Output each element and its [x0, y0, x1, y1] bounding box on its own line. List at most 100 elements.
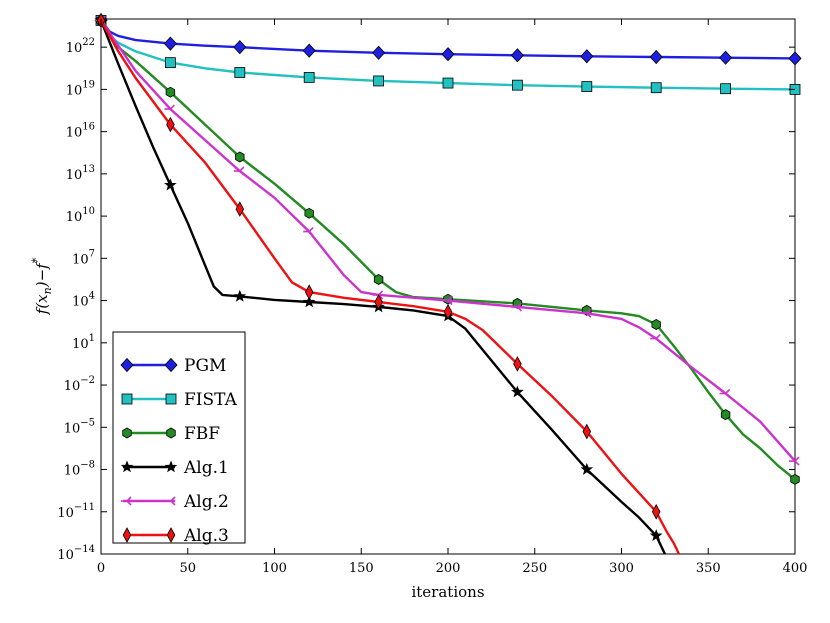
axes-layer: 0 50 100 150 200 250 300 350 400 10−14 10−11 10−8 10… — [57, 19, 807, 576]
data-point-alg-1 — [511, 385, 524, 398]
data-point-fista — [234, 67, 246, 78]
data-point-alg-2 — [303, 227, 314, 237]
data-point-fista — [442, 77, 454, 89]
data-point-pgm — [510, 48, 524, 63]
data-point-alg-3 — [513, 356, 522, 372]
legend-marker — [120, 460, 134, 473]
y-tick-label: 10−8 — [64, 460, 95, 479]
data-point-pgm — [372, 45, 386, 60]
legend-entry-alg-1: Alg.1 — [120, 458, 229, 478]
data-point-alg-3 — [582, 423, 592, 440]
data-point-alg-3 — [651, 503, 661, 520]
data-point-alg-2 — [164, 104, 175, 114]
x-axis-label: iterations — [411, 583, 484, 601]
series-alg-2 — [95, 15, 800, 466]
legend-marker — [120, 357, 134, 373]
data-point-alg-2 — [442, 296, 453, 306]
y-tick-label: 10−2 — [64, 375, 95, 394]
legend-marker — [166, 427, 176, 439]
data-point-alg-1 — [164, 178, 177, 191]
data-point-alg-3 — [443, 304, 453, 320]
legend-label: FISTA — [184, 390, 238, 410]
data-point-alg-1 — [649, 529, 663, 542]
series-line-alg-2 — [100, 19, 796, 462]
legend-marker — [121, 496, 132, 506]
legend-marker — [165, 393, 177, 405]
legend-marker — [165, 496, 176, 506]
data-point-alg-1 — [302, 295, 316, 308]
y-tick-label: 10−11 — [57, 502, 95, 521]
data-point-alg-2 — [511, 302, 522, 312]
legend-marker — [121, 393, 133, 405]
legend-marker — [164, 460, 178, 473]
data-point-alg-1 — [580, 462, 594, 475]
y-tick-label: 10−14 — [57, 544, 95, 563]
y-tick-label: 104 — [72, 291, 95, 310]
x-tick-label: 400 — [783, 561, 808, 576]
y-tick-label: 107 — [72, 248, 95, 267]
data-point-fbf — [165, 86, 176, 98]
data-point-pgm — [441, 47, 455, 62]
data-point-alg-2 — [719, 388, 731, 399]
data-point-pgm — [788, 51, 802, 66]
y-axis-label: f(xn)−f* — [30, 257, 54, 315]
data-point-fista — [373, 75, 385, 87]
legend-label: Alg.2 — [183, 492, 229, 512]
data-point-fista — [164, 57, 176, 69]
data-point-fista — [512, 79, 523, 91]
data-point-fbf — [720, 409, 731, 421]
y-tick-label: 1022 — [66, 37, 95, 56]
y-tick-label: 101 — [72, 333, 95, 352]
data-point-fbf — [373, 274, 384, 285]
legend-marker — [122, 427, 132, 439]
legend-entry-fbf: FBF — [122, 424, 220, 444]
data-point-fbf — [651, 319, 661, 330]
data-point-fbf — [790, 473, 800, 485]
y-tick-label: 1016 — [66, 122, 95, 141]
data-point-alg-3 — [235, 201, 245, 217]
data-point-alg-2 — [233, 166, 245, 176]
data-point-fbf — [304, 207, 314, 219]
x-tick-label: 200 — [436, 561, 461, 576]
legend: PGM FISTA FBF Alg.1 Alg.2 Alg.3 — [112, 331, 246, 546]
legend-entry-fista: FISTA — [121, 390, 238, 410]
data-point-fbf — [235, 151, 245, 163]
y-tick-label: 1013 — [66, 164, 95, 183]
legend-entry-alg-2: Alg.2 — [121, 492, 229, 512]
data-point-pgm — [649, 49, 663, 65]
legend-entry-pgm: PGM — [120, 356, 226, 376]
legend-marker — [164, 357, 178, 373]
x-tick-label: 50 — [179, 561, 196, 576]
data-point-fista — [720, 83, 731, 95]
data-point-alg-1 — [233, 289, 247, 302]
series-fista — [95, 15, 801, 95]
data-point-alg-2 — [650, 334, 661, 344]
y-tick-label: 1010 — [66, 206, 95, 225]
data-point-alg-3 — [374, 294, 383, 310]
legend-label: FBF — [184, 424, 220, 444]
x-tick-label: 150 — [349, 561, 374, 576]
series-layer — [94, 12, 802, 555]
data-point-pgm — [719, 50, 733, 65]
data-point-alg-3 — [304, 284, 314, 300]
legend-marker — [122, 527, 132, 543]
legend-box — [112, 331, 246, 544]
data-point-fista — [581, 81, 593, 92]
data-point-pgm — [580, 49, 594, 64]
data-point-pgm — [233, 40, 247, 55]
x-tick-label: 300 — [609, 561, 634, 576]
legend-marker — [166, 527, 176, 543]
data-point-alg-3 — [166, 116, 175, 133]
x-tick-label: 100 — [262, 561, 287, 576]
data-point-alg-2 — [580, 308, 592, 318]
y-tick-label: 1019 — [66, 79, 95, 98]
y-tick-label: 10−5 — [64, 417, 95, 436]
series-pgm — [94, 13, 802, 66]
legend-label: Alg.3 — [183, 526, 229, 546]
data-point-fista — [650, 82, 662, 94]
data-point-fista — [303, 72, 315, 83]
data-point-pgm — [163, 36, 177, 51]
data-point-pgm — [302, 43, 316, 58]
legend-label: PGM — [184, 356, 226, 376]
legend-entry-alg-3: Alg.3 — [122, 526, 229, 546]
